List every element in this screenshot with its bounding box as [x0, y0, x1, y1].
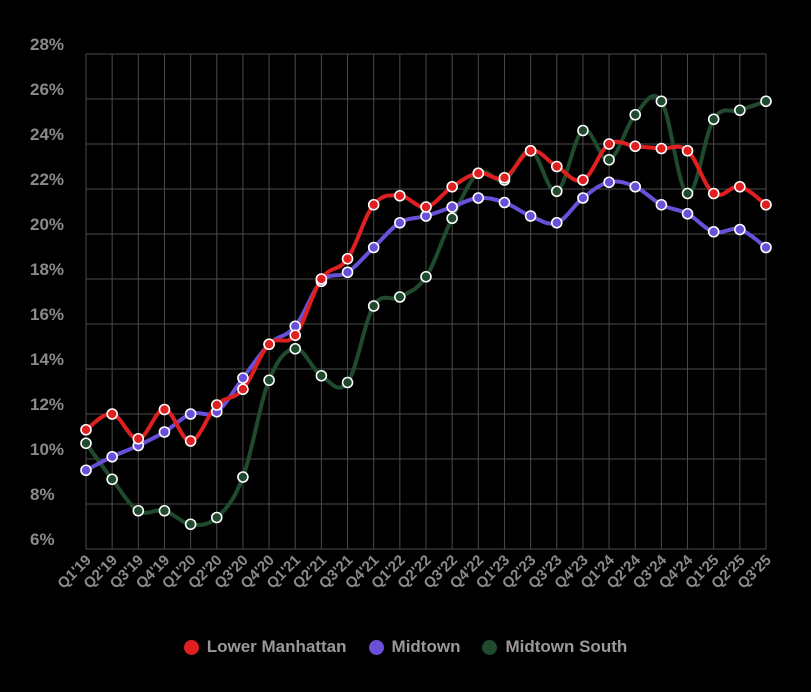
data-point-midtown: [629, 180, 642, 193]
data-point-midtown-south: [734, 104, 746, 117]
data-point-lower-manhattan: [681, 144, 694, 157]
y-tick-label: 8%: [30, 485, 55, 504]
data-point-midtown-south: [420, 270, 432, 283]
data-point-midtown-south: [394, 291, 406, 303]
data-point-lower-manhattan: [524, 144, 537, 157]
data-point-lower-manhattan: [734, 180, 746, 193]
data-point-midtown: [446, 201, 458, 213]
data-point-lower-manhattan: [184, 435, 197, 447]
data-point-midtown-south: [707, 113, 720, 126]
data-point-midtown-south: [577, 124, 589, 137]
data-point-midtown-south: [367, 300, 380, 312]
x-axis-ticks: Q1'19Q2'19Q3'19Q4'19Q1'20Q2'20Q3'20Q4'20…: [54, 551, 774, 592]
data-point-midtown: [106, 450, 118, 463]
legend-label: Lower Manhattan: [206, 637, 347, 656]
data-point-midtown: [341, 266, 354, 279]
legend: Lower Manhattan Midtown Midtown South: [0, 637, 811, 657]
data-point-lower-manhattan: [158, 403, 171, 416]
data-point-midtown: [394, 216, 406, 229]
legend-swatch-midtown-south: [482, 639, 498, 655]
data-point-lower-manhattan: [132, 432, 145, 445]
data-point-lower-manhattan: [210, 399, 223, 411]
data-point-midtown-south: [80, 437, 92, 450]
series-points: [80, 95, 772, 531]
data-point-midtown: [367, 241, 380, 254]
legend-swatch-lower-manhattan: [183, 639, 199, 655]
data-point-lower-manhattan: [603, 138, 615, 150]
data-point-midtown-south: [315, 369, 328, 382]
data-point-lower-manhattan: [760, 198, 772, 211]
y-tick-label: 24%: [30, 125, 64, 144]
data-point-midtown: [472, 192, 485, 204]
legend-swatch-midtown: [368, 639, 384, 655]
data-point-lower-manhattan: [315, 273, 328, 285]
data-point-midtown-south: [210, 511, 223, 524]
data-point-midtown: [577, 192, 589, 204]
data-point-midtown: [158, 426, 171, 438]
data-point-midtown-south: [289, 342, 302, 355]
data-point-lower-manhattan: [420, 201, 432, 213]
data-point-midtown: [498, 196, 511, 209]
data-point-midtown-south: [655, 95, 668, 108]
data-point-midtown-south: [132, 504, 145, 517]
data-point-lower-manhattan: [707, 187, 720, 200]
data-point-midtown-south: [629, 108, 642, 121]
data-point-midtown-south: [158, 504, 171, 517]
data-point-lower-manhattan: [289, 329, 302, 342]
data-point-midtown: [707, 225, 720, 238]
data-point-midtown-south: [603, 153, 615, 166]
data-point-midtown: [550, 216, 563, 229]
data-point-lower-manhattan: [629, 140, 642, 153]
legend-item-lower-manhattan[interactable]: Lower Manhattan: [183, 637, 347, 657]
y-tick-label: 18%: [30, 260, 64, 279]
y-tick-label: 14%: [30, 350, 64, 369]
data-point-lower-manhattan: [498, 171, 511, 184]
data-point-midtown: [80, 464, 92, 477]
legend-item-midtown[interactable]: Midtown: [368, 637, 461, 657]
data-point-midtown: [655, 198, 668, 211]
data-point-midtown: [760, 241, 772, 254]
legend-label: Midtown: [391, 637, 461, 656]
data-point-lower-manhattan: [367, 198, 380, 211]
data-point-lower-manhattan: [577, 174, 589, 186]
y-tick-label: 6%: [30, 530, 55, 549]
data-point-lower-manhattan: [263, 338, 275, 351]
legend-item-midtown-south[interactable]: Midtown South: [482, 637, 627, 657]
y-tick-label: 10%: [30, 440, 64, 459]
data-point-midtown-south: [184, 518, 197, 531]
data-point-midtown-south: [341, 376, 354, 389]
y-tick-label: 16%: [30, 305, 64, 324]
data-point-midtown-south: [760, 95, 772, 108]
data-point-lower-manhattan: [550, 160, 563, 173]
data-point-midtown: [524, 210, 537, 222]
data-point-midtown-south: [681, 187, 694, 200]
data-point-lower-manhattan: [446, 180, 458, 193]
y-tick-label: 28%: [30, 35, 64, 54]
y-tick-label: 20%: [30, 215, 64, 234]
y-axis-ticks: 6% 8% 10% 12% 14% 16% 18% 20% 22% 24% 26% 28%: [30, 35, 64, 549]
data-point-midtown: [237, 372, 249, 384]
data-point-midtown: [734, 223, 746, 236]
data-point-midtown: [184, 408, 197, 420]
data-point-lower-manhattan: [394, 189, 406, 202]
data-point-midtown-south: [237, 471, 249, 483]
data-point-lower-manhattan: [106, 408, 118, 420]
y-tick-label: 26%: [30, 80, 64, 99]
y-tick-label: 22%: [30, 170, 64, 189]
data-point-lower-manhattan: [237, 383, 249, 396]
y-tick-label: 12%: [30, 395, 64, 414]
data-point-lower-manhattan: [341, 252, 354, 265]
data-point-midtown-south: [106, 473, 118, 486]
data-point-lower-manhattan: [80, 423, 92, 436]
data-point-lower-manhattan: [472, 167, 485, 180]
data-point-midtown-south: [550, 185, 563, 198]
grid: [85, 53, 767, 550]
data-point-midtown-south: [263, 374, 275, 387]
data-point-midtown-south: [446, 212, 458, 225]
data-point-midtown: [681, 207, 694, 220]
data-point-midtown: [603, 176, 615, 189]
data-point-lower-manhattan: [655, 142, 668, 155]
legend-label: Midtown South: [505, 637, 628, 656]
